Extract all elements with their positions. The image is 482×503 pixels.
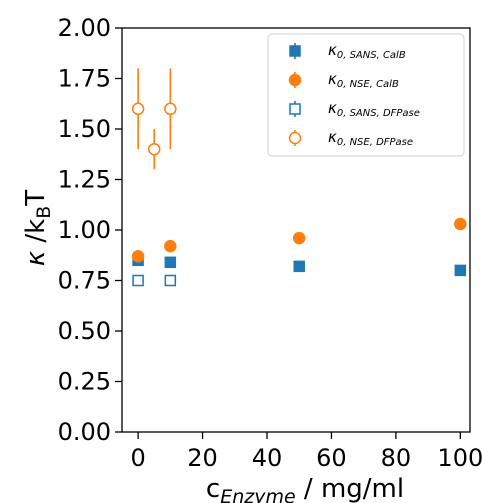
data-point <box>147 142 161 156</box>
x-tick-label: 60 <box>316 444 347 472</box>
y-tick-label: 1.50 <box>58 115 111 143</box>
legend-frame <box>267 33 465 157</box>
data-point <box>164 256 177 269</box>
x-axis-ticks: 0 20 40 60 80 100 <box>130 432 482 472</box>
data-point <box>164 102 177 116</box>
data-point <box>131 250 145 263</box>
y-tick-label: 0.50 <box>58 317 111 345</box>
data-point <box>293 260 305 273</box>
data-point <box>454 264 467 277</box>
data-point <box>454 217 467 231</box>
legend-entry: κ0, SANS, DFPase <box>328 99 420 119</box>
y-tick-label: 0.00 <box>58 418 111 446</box>
legend-marker <box>288 73 302 87</box>
legend-marker <box>289 45 301 57</box>
x-tick-label: 40 <box>252 444 283 472</box>
series-3 <box>132 274 177 287</box>
x-tick-label: 80 <box>381 444 412 472</box>
series-4 <box>131 68 177 170</box>
series-layer <box>131 68 467 287</box>
data-point <box>132 274 144 287</box>
data-point <box>292 231 306 245</box>
x-axis-label: cEnzyme / mg/ml <box>206 474 404 503</box>
series-2 <box>131 217 467 263</box>
y-tick-label: 2.00 <box>58 14 111 42</box>
legend: κ0, SANS, CalB κ0, NSE, CalB κ0, SANS, DFP… <box>267 33 465 157</box>
legend-marker <box>289 103 301 115</box>
legend-marker <box>288 131 302 145</box>
y-axis-label: κ /kBT <box>21 190 55 266</box>
x-tick-label: 20 <box>187 444 218 472</box>
y-axis-ticks: 0.00 0.25 0.50 0.75 1.00 1.25 1.50 1.75 2.00 <box>58 14 122 446</box>
data-point <box>164 239 177 253</box>
legend-entry: κ0, NSE, DFPase <box>328 128 413 148</box>
y-tick-label: 1.25 <box>58 166 111 194</box>
y-tick-label: 1.75 <box>58 65 111 93</box>
legend-entry: κ0, NSE, CalB <box>328 70 399 90</box>
data-point <box>131 102 145 116</box>
legend-entry: κ0, SANS, CalB <box>328 41 406 61</box>
data-point <box>164 274 177 287</box>
x-tick-label: 0 <box>130 444 145 472</box>
y-tick-label: 0.75 <box>58 267 111 295</box>
x-tick-label: 100 <box>437 444 482 472</box>
y-tick-label: 1.00 <box>58 216 111 244</box>
y-tick-label: 0.25 <box>58 368 111 396</box>
